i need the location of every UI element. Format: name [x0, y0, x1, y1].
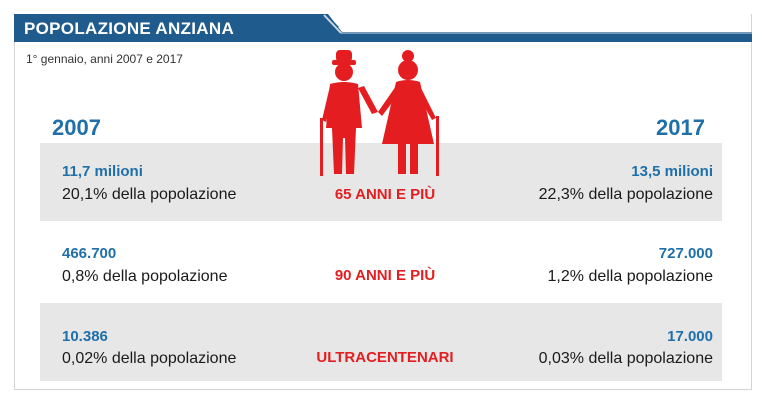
row-3-category: ULTRACENTENARI	[316, 349, 454, 366]
row-3-left-value: 10.386	[62, 328, 108, 345]
row-1-right-value: 13,5 milioni	[631, 163, 713, 180]
row-band-3	[40, 303, 722, 381]
row-2-left-pct: 0,8% della popolazione	[62, 268, 228, 285]
infographic-frame	[14, 14, 752, 390]
elderly-couple-icon	[320, 50, 439, 176]
row-2-right-value: 727.000	[658, 245, 713, 262]
row-1-category: 65 ANNI E PIÙ	[334, 186, 436, 203]
header-bar: POPOLAZIONE ANZIANA	[14, 14, 752, 42]
subtitle: 1° gennaio, anni 2007 e 2017	[26, 52, 183, 66]
year-left: 2007	[52, 115, 101, 140]
row-3-right-pct: 0,03% della popolazione	[538, 350, 713, 367]
row-band-1	[40, 143, 722, 221]
row-1-left-value: 11,7 milioni	[62, 163, 143, 180]
row-1-left-pct: 20,1% della popolazione	[62, 186, 237, 203]
row-3-left-pct: 0,02% della popolazione	[62, 350, 237, 367]
row-1-right-pct: 22,3% della popolazione	[538, 186, 713, 203]
row-2-category: 90 ANNI E PIÙ	[334, 267, 436, 284]
header-bar-shape	[14, 14, 752, 42]
row-3-right-value: 17.000	[667, 328, 713, 345]
row-2-right-pct: 1,2% della popolazione	[547, 268, 713, 285]
page-title: POPOLAZIONE ANZIANA	[24, 19, 235, 38]
year-right: 2017	[656, 115, 705, 140]
row-2-left-value: 466.700	[62, 245, 117, 262]
